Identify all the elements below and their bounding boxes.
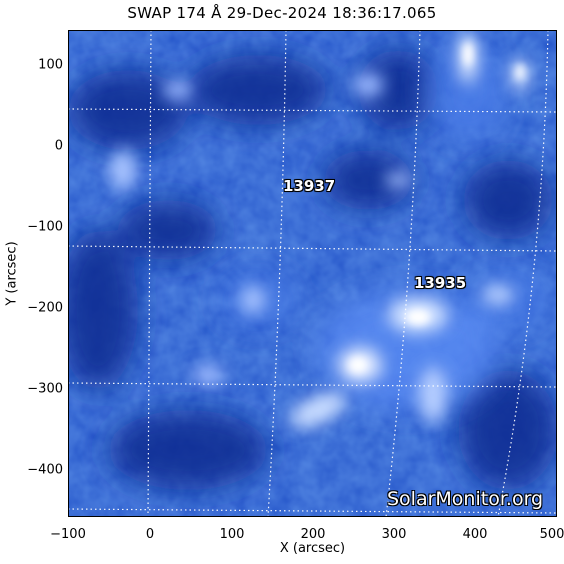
x-axis-label: X (arcsec) bbox=[279, 541, 346, 556]
y-tick-label: 0 bbox=[54, 138, 63, 154]
y-axis-label: Y (arcsec) bbox=[4, 241, 20, 306]
active-region-label: 13937 bbox=[283, 177, 336, 195]
x-tick-label: 400 bbox=[462, 527, 488, 542]
solar-euv-image bbox=[68, 30, 557, 517]
bright-loops bbox=[109, 32, 530, 428]
y-tick-label: −100 bbox=[27, 219, 63, 235]
x-tick-label: 500 bbox=[539, 527, 564, 542]
x-tick-label: −100 bbox=[50, 527, 86, 542]
dark-regions bbox=[68, 50, 557, 490]
y-tick-label: 100 bbox=[38, 57, 63, 73]
watermark: SolarMonitor.org bbox=[387, 488, 544, 510]
y-tick-label: −200 bbox=[27, 300, 63, 316]
y-tick-label: −400 bbox=[27, 462, 63, 478]
x-tick-label: 0 bbox=[145, 527, 155, 542]
x-tick-label: 200 bbox=[300, 527, 326, 542]
y-tick-label: −300 bbox=[27, 381, 63, 397]
active-region-label: 13935 bbox=[414, 274, 467, 292]
core-highlights bbox=[349, 42, 525, 373]
image-title: SWAP 174 Å 29-Dec-2024 18:36:17.065 bbox=[127, 4, 437, 22]
solar-image-panel bbox=[68, 30, 557, 517]
x-tick-label: 100 bbox=[219, 527, 245, 542]
plot-frame bbox=[68, 30, 557, 517]
coordinate-grid bbox=[68, 30, 557, 517]
x-tick-label: 300 bbox=[381, 527, 407, 542]
